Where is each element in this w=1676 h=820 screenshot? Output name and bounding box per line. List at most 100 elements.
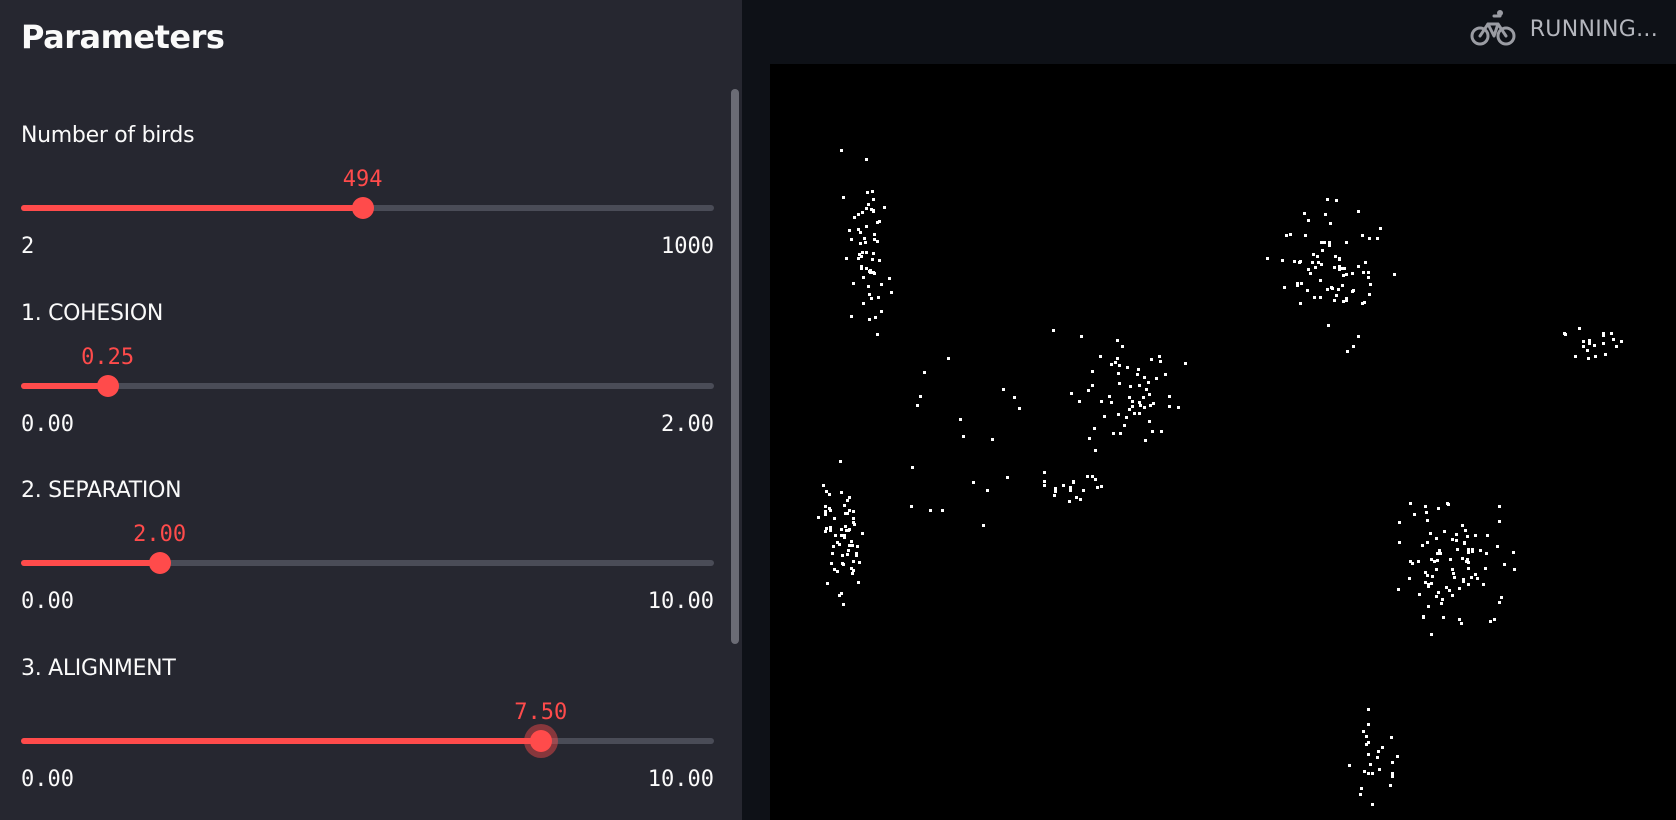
bird — [910, 505, 913, 508]
slider-thumb[interactable] — [96, 375, 119, 397]
bird — [1471, 550, 1474, 553]
slider-thumb[interactable] — [351, 197, 374, 219]
slider-alignment: 3. ALIGNMENT 7.50 0.00 10.00 — [21, 656, 714, 820]
bird — [1422, 616, 1425, 619]
bird — [1306, 289, 1309, 292]
bird — [1430, 558, 1433, 561]
slider-fill — [21, 383, 108, 389]
bird — [1582, 340, 1585, 343]
bird — [860, 265, 863, 268]
bird — [1139, 404, 1142, 407]
bird — [923, 371, 926, 374]
slider-track[interactable] — [21, 552, 714, 574]
slider-track[interactable] — [21, 197, 714, 219]
bird — [1062, 484, 1065, 487]
bird — [1168, 395, 1171, 398]
bird — [959, 418, 962, 421]
slider-track[interactable] — [21, 730, 714, 752]
bird — [1427, 583, 1430, 586]
bird — [1367, 741, 1370, 744]
bird — [1417, 560, 1420, 563]
bird — [850, 315, 853, 318]
bird — [1426, 541, 1429, 544]
bird — [1427, 585, 1430, 588]
bird — [1168, 405, 1171, 408]
bird — [1143, 406, 1146, 409]
bird — [843, 534, 846, 537]
bird — [843, 536, 846, 539]
slider-label: Number of birds — [21, 123, 195, 148]
bird — [1119, 432, 1122, 435]
bird — [1131, 405, 1134, 408]
bird — [1461, 524, 1464, 527]
bird — [1133, 412, 1136, 415]
slider-track[interactable] — [21, 375, 714, 397]
bird — [1345, 299, 1348, 302]
bird — [1466, 535, 1469, 538]
bird — [947, 357, 950, 360]
bird — [858, 561, 861, 564]
bird — [1367, 753, 1370, 756]
bird — [1018, 407, 1021, 410]
slider-thumb[interactable] — [148, 552, 171, 574]
bird — [1436, 559, 1439, 562]
bird — [1337, 288, 1340, 291]
bird — [846, 499, 849, 502]
bird — [1148, 393, 1151, 396]
bird — [867, 203, 870, 206]
bird — [1164, 373, 1167, 376]
bird — [1338, 265, 1341, 268]
bird — [846, 553, 849, 556]
status-text: RUNNING... — [1529, 16, 1658, 42]
bird — [855, 554, 858, 557]
bird — [991, 438, 994, 441]
bird — [1345, 273, 1348, 276]
bird — [853, 523, 856, 526]
bird — [1100, 400, 1103, 403]
bird — [1138, 401, 1141, 404]
bird — [1381, 746, 1384, 749]
bird — [822, 484, 825, 487]
bird — [824, 513, 827, 516]
bird — [1453, 576, 1456, 579]
bird — [1147, 381, 1150, 384]
bird — [865, 207, 868, 210]
bird — [1602, 334, 1605, 337]
bird — [1096, 486, 1099, 489]
bird — [1574, 355, 1577, 358]
slider-min-label: 0.00 — [21, 589, 74, 614]
sidebar-scrollbar[interactable] — [731, 89, 739, 644]
bird — [1078, 400, 1081, 403]
bird — [1438, 549, 1441, 552]
bird — [1362, 730, 1365, 733]
bird — [824, 510, 827, 513]
bird — [1371, 803, 1374, 806]
bird — [1593, 344, 1596, 347]
slider-max-label: 10.00 — [647, 767, 714, 792]
bird — [1002, 388, 1005, 391]
bird — [1177, 406, 1180, 409]
bird — [1118, 382, 1121, 385]
bird — [1594, 355, 1597, 358]
bird — [1440, 602, 1443, 605]
bird — [861, 251, 864, 254]
bird — [860, 255, 863, 258]
bird — [1467, 583, 1470, 586]
bird — [872, 252, 875, 255]
bird — [872, 198, 875, 201]
bird — [1088, 437, 1091, 440]
bird — [1052, 329, 1055, 332]
bird — [841, 562, 844, 565]
bird — [1367, 723, 1370, 726]
bird — [878, 259, 881, 262]
slider-thumb[interactable] — [529, 730, 552, 752]
bird — [1289, 233, 1292, 236]
slider-min-label: 0.00 — [21, 412, 74, 437]
bird — [1121, 345, 1124, 348]
boids-canvas — [770, 64, 1676, 820]
bird — [1086, 475, 1089, 478]
bird — [1128, 408, 1131, 411]
bird — [834, 534, 837, 537]
sidebar: Parameters Number of birds 494 2 1000 1.… — [0, 0, 742, 820]
bird — [1578, 327, 1581, 330]
